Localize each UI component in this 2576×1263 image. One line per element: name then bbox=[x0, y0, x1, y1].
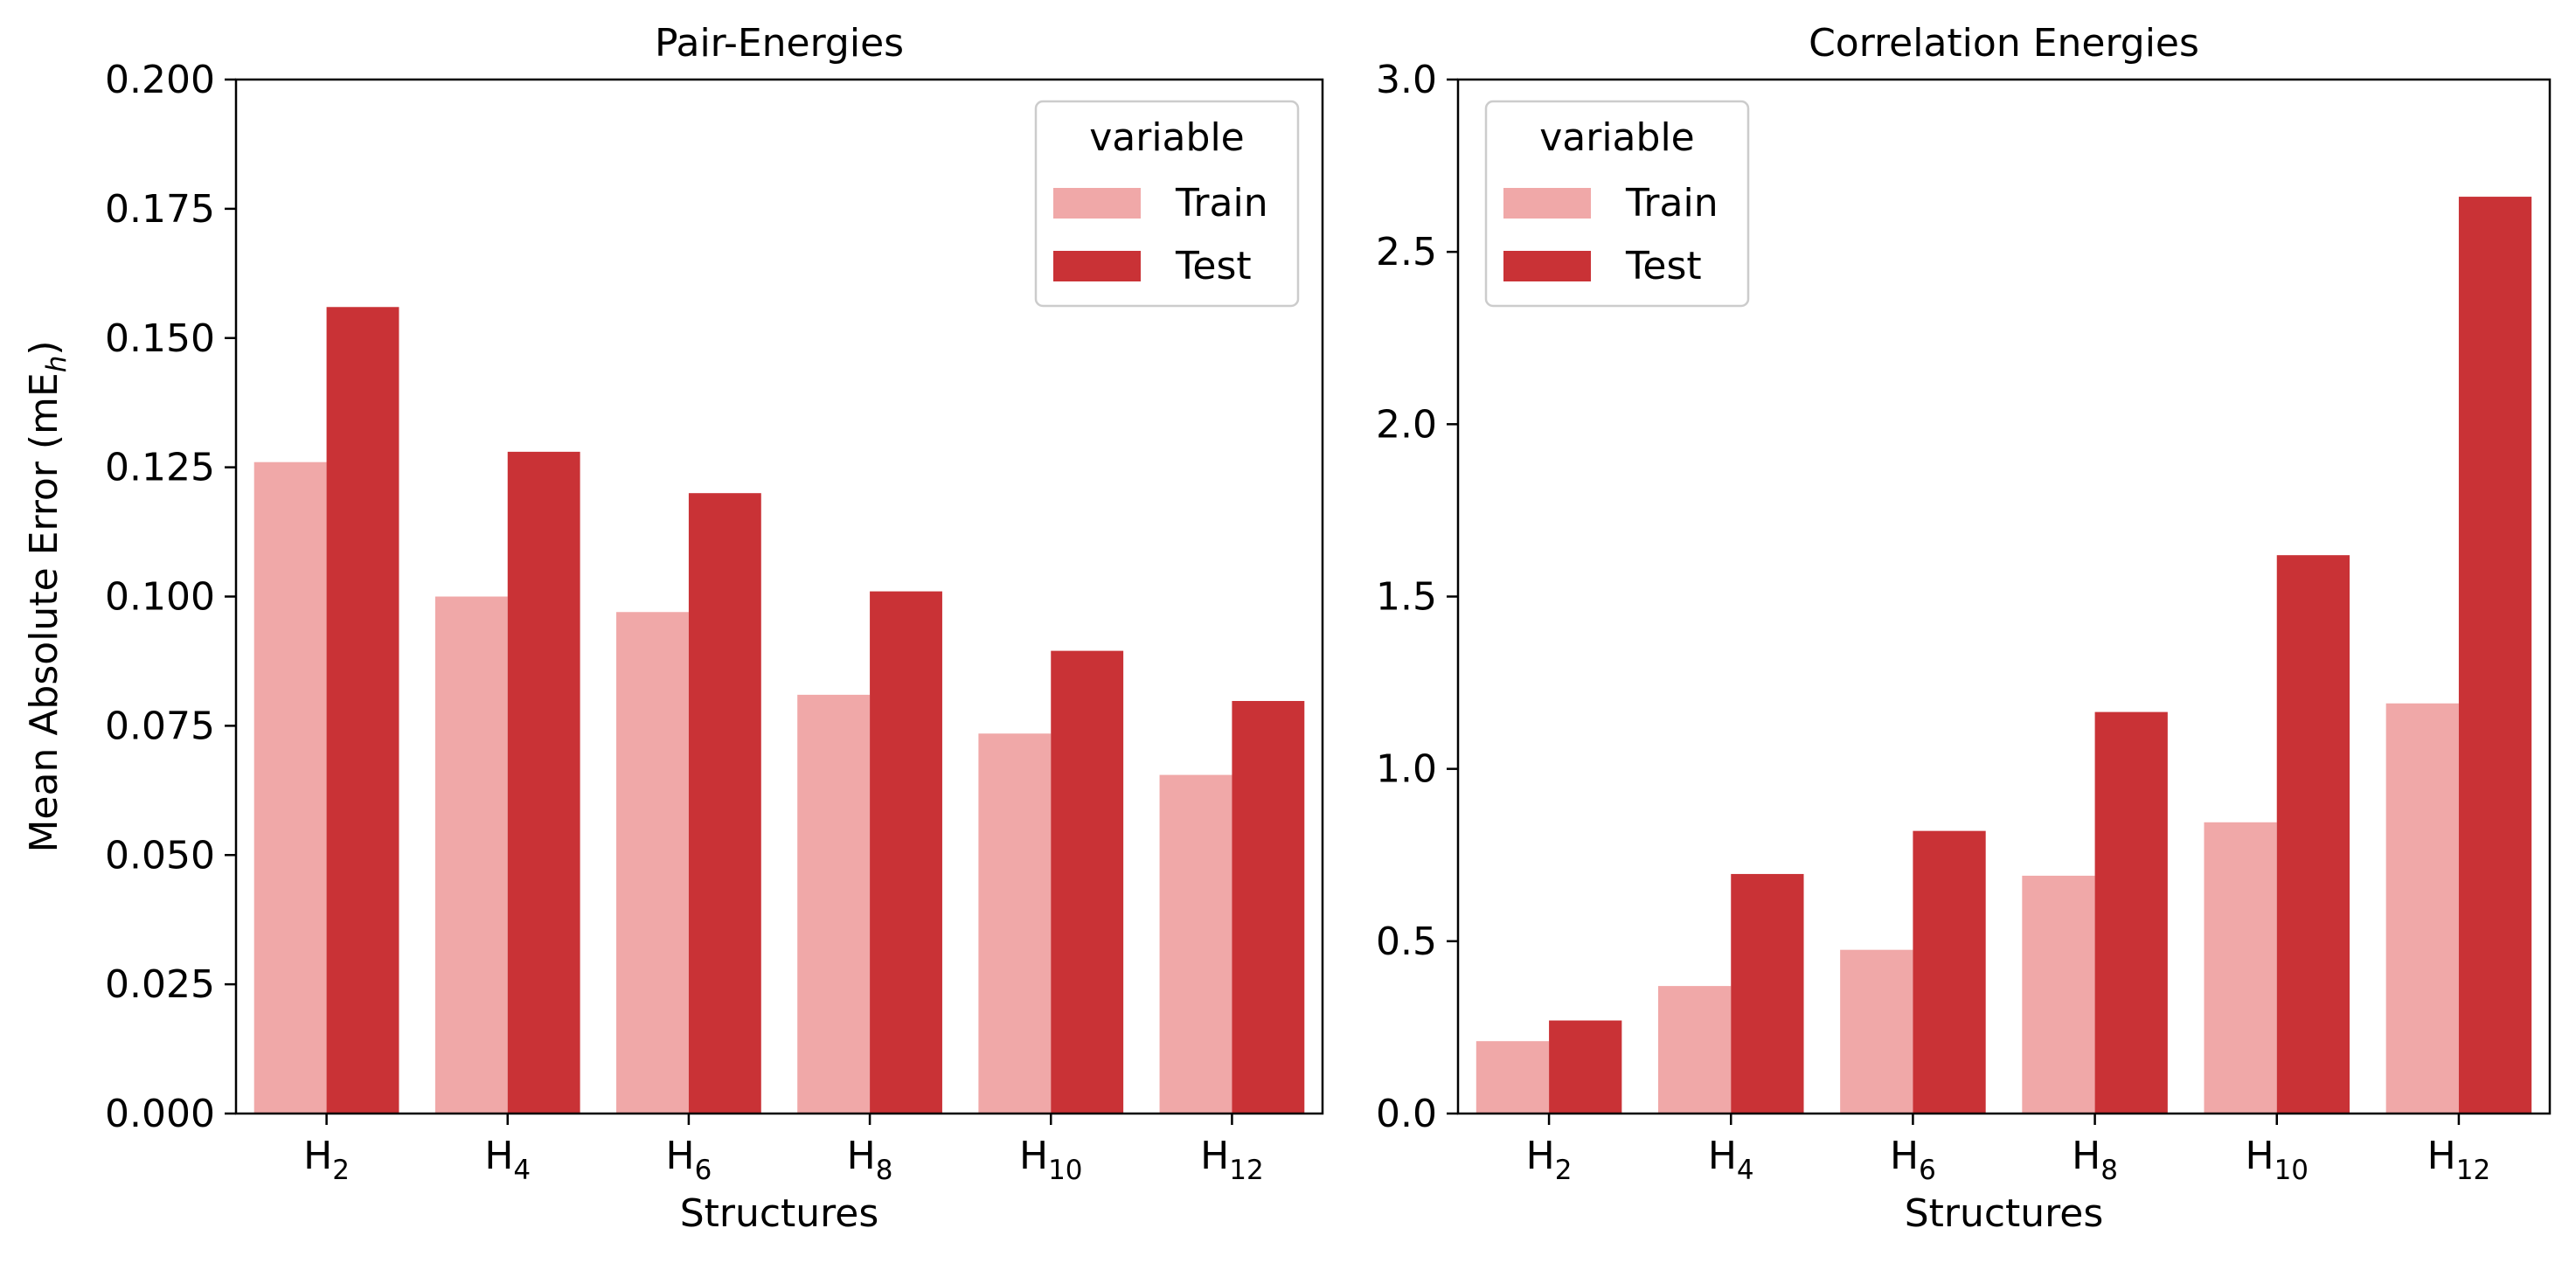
panel-title: Pair-Energies bbox=[655, 21, 904, 66]
y-tick-label: 3.0 bbox=[1376, 58, 1437, 102]
panel-title: Correlation Energies bbox=[1809, 21, 2199, 66]
x-tick-label: H10 bbox=[2245, 1134, 2309, 1186]
legend-label-train: Train bbox=[1175, 181, 1268, 226]
x-tick-label: H12 bbox=[1200, 1134, 1264, 1186]
x-tick-label: H2 bbox=[1526, 1134, 1573, 1186]
x-tick-label: H4 bbox=[484, 1134, 531, 1186]
legend-label-test: Test bbox=[1625, 244, 1702, 288]
y-tick-label: 2.0 bbox=[1376, 402, 1437, 447]
y-tick-label: 0.075 bbox=[105, 704, 215, 748]
y-tick-label: 0.175 bbox=[105, 187, 215, 232]
bar-test-H6 bbox=[1913, 830, 1986, 1114]
bar-train-H6 bbox=[1840, 949, 1913, 1114]
y-tick-label: 0.050 bbox=[105, 833, 215, 878]
x-axis-title: Structures bbox=[680, 1191, 879, 1236]
x-tick-label: H10 bbox=[1019, 1134, 1083, 1186]
y-tick-label: 0.5 bbox=[1376, 919, 1437, 964]
bar-test-H4 bbox=[1731, 873, 1804, 1114]
legend-label-test: Test bbox=[1175, 244, 1252, 288]
bar-train-H4 bbox=[434, 596, 508, 1114]
bar-test-H8 bbox=[2094, 711, 2168, 1114]
legend-swatch-test bbox=[1053, 251, 1141, 281]
y-tick-label: 2.5 bbox=[1376, 230, 1437, 274]
bar-train-H8 bbox=[797, 694, 871, 1114]
y-tick-label: 0.000 bbox=[105, 1092, 215, 1136]
bar-test-H12 bbox=[2458, 197, 2532, 1114]
y-tick-label: 0.025 bbox=[105, 962, 215, 1007]
y-tick-label: 1.5 bbox=[1376, 575, 1437, 620]
y-tick-label: 1.0 bbox=[1376, 747, 1437, 792]
bar-test-H10 bbox=[2276, 555, 2350, 1114]
x-tick-label: H6 bbox=[1890, 1134, 1936, 1186]
panel-2: 0.0 0.5 1.0 1.5 2.0 2.5 3.0 H2 H4 H6 H8 H10 H12 Corre… bbox=[1376, 21, 2552, 1236]
legend-swatch-test bbox=[1503, 251, 1591, 281]
legend-swatch-train bbox=[1053, 188, 1141, 219]
bar-train-H2 bbox=[253, 461, 327, 1114]
x-tick-label: H8 bbox=[2072, 1134, 2118, 1186]
legend: variable Train Test bbox=[1034, 100, 1300, 308]
bar-train-H10 bbox=[978, 733, 1052, 1114]
x-tick-label: H12 bbox=[2427, 1134, 2491, 1186]
bar-test-H2 bbox=[1549, 1020, 1622, 1114]
x-tick-label: H6 bbox=[666, 1134, 712, 1186]
bar-test-H2 bbox=[326, 307, 399, 1114]
legend: variable Train Test bbox=[1484, 100, 1750, 308]
bar-test-H8 bbox=[870, 591, 942, 1114]
x-axis-title: Structures bbox=[1905, 1191, 2104, 1236]
bar-test-H4 bbox=[507, 451, 580, 1114]
bar-train-H6 bbox=[616, 612, 689, 1114]
legend-label-train: Train bbox=[1625, 181, 1718, 226]
y-tick-label: 0.125 bbox=[105, 446, 215, 490]
y-tick-label: 0.150 bbox=[105, 316, 215, 361]
bar-train-H12 bbox=[2385, 703, 2459, 1114]
legend-title: variable bbox=[1539, 115, 1695, 160]
panel-1: 0.000 0.025 0.050 0.075 0.100 0.125 0.150 0.175… bbox=[22, 21, 1324, 1236]
bar-train-H10 bbox=[2204, 822, 2277, 1114]
bar-train-H2 bbox=[1475, 1041, 1550, 1114]
legend-title: variable bbox=[1089, 115, 1245, 160]
bar-train-H12 bbox=[1159, 774, 1232, 1114]
x-tick-label: H8 bbox=[847, 1134, 893, 1186]
bar-test-H6 bbox=[688, 493, 761, 1114]
y-tick-label: 0.0 bbox=[1376, 1092, 1437, 1136]
bar-train-H4 bbox=[1657, 986, 1732, 1114]
y-tick-label: 0.100 bbox=[105, 575, 215, 620]
bar-test-H12 bbox=[1232, 700, 1305, 1114]
y-tick-label: 0.200 bbox=[105, 58, 215, 102]
legend-swatch-train bbox=[1503, 188, 1591, 219]
bar-test-H10 bbox=[1051, 650, 1124, 1114]
bar-train-H8 bbox=[2022, 875, 2095, 1114]
x-tick-label: H2 bbox=[303, 1134, 350, 1186]
x-tick-label: H4 bbox=[1708, 1134, 1754, 1186]
y-axis-title: Mean Absolute Error (mEh) bbox=[22, 340, 73, 852]
